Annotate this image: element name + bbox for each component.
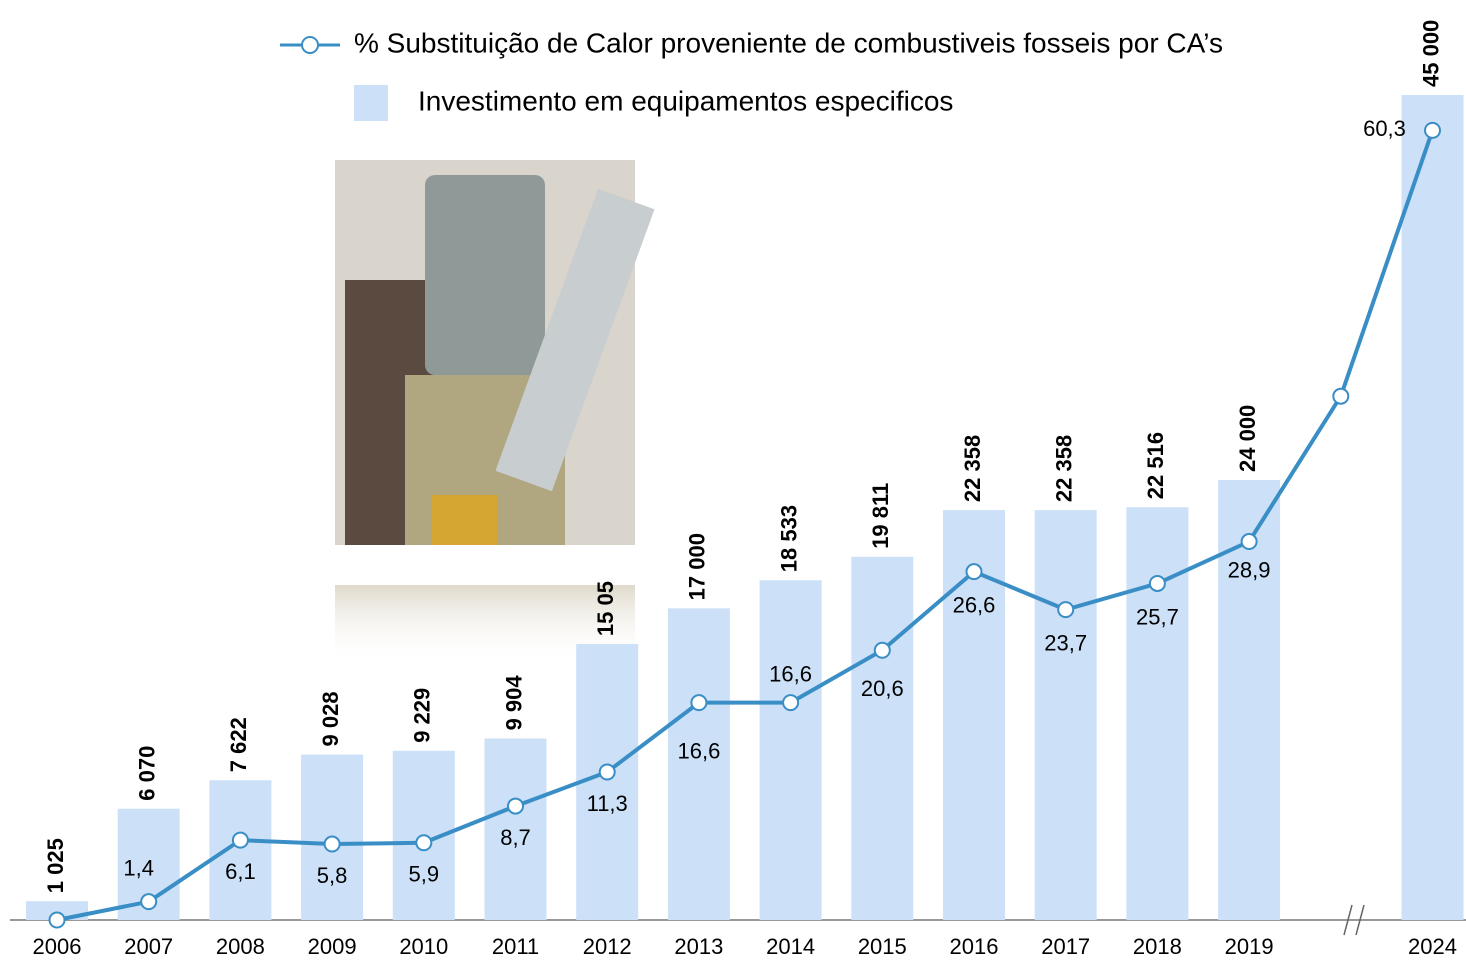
bar-value-label: 1 025 bbox=[43, 838, 68, 893]
x-tick-label: 2010 bbox=[399, 934, 448, 959]
line-point bbox=[1058, 602, 1073, 617]
chart: % Substituição de Calor proveniente de c… bbox=[0, 0, 1466, 966]
line-value-label: 5,9 bbox=[409, 862, 440, 887]
x-tick-label: 2011 bbox=[492, 934, 539, 959]
bar-value-label: 7 622 bbox=[226, 717, 251, 772]
bar-value-label: 6 070 bbox=[135, 746, 160, 801]
line-point bbox=[233, 833, 248, 848]
x-tick-label: 2017 bbox=[1041, 934, 1090, 959]
x-tick-label: 2013 bbox=[674, 934, 723, 959]
bar bbox=[851, 557, 913, 920]
bar-value-label: 45 000 bbox=[1418, 20, 1443, 87]
line-point bbox=[141, 894, 156, 909]
bar-value-label: 22 516 bbox=[1143, 432, 1168, 499]
bar-value-label: 9 028 bbox=[318, 691, 343, 746]
line-point bbox=[416, 835, 431, 850]
line-point bbox=[508, 799, 523, 814]
bar bbox=[1126, 507, 1188, 920]
line-point bbox=[1242, 534, 1257, 549]
x-tick-label: 2007 bbox=[124, 934, 173, 959]
bar bbox=[1035, 510, 1097, 920]
x-tick-label: 2008 bbox=[216, 934, 265, 959]
bar bbox=[668, 608, 730, 920]
line-value-label: 16,6 bbox=[769, 661, 812, 686]
legend: % Substituição de Calor proveniente de c… bbox=[280, 27, 1223, 121]
bar-value-label: 17 000 bbox=[685, 533, 710, 600]
line-value-label: 25,7 bbox=[1136, 604, 1179, 629]
line-value-label: 23,7 bbox=[1044, 630, 1087, 655]
x-tick-label: 2018 bbox=[1133, 934, 1182, 959]
bar-value-label: 22 358 bbox=[1052, 435, 1077, 502]
x-tick-label: 2006 bbox=[33, 934, 82, 959]
line-value-label: 26,6 bbox=[953, 592, 996, 617]
bar-value-label: 22 358 bbox=[960, 435, 985, 502]
line-point bbox=[783, 695, 798, 710]
line-value-label: 1,4 bbox=[123, 855, 154, 880]
line-point bbox=[1425, 123, 1440, 138]
line-value-label: 5,8 bbox=[317, 863, 348, 888]
bar-value-label: 9 229 bbox=[410, 688, 435, 743]
bar-value-label: 9 904 bbox=[501, 675, 526, 731]
line-value-label: 60,3 bbox=[1363, 116, 1406, 141]
x-tick-label: 2012 bbox=[583, 934, 632, 959]
bar-value-label: 24 000 bbox=[1235, 405, 1260, 472]
line-value-label: 16,6 bbox=[677, 738, 720, 763]
x-tick-label: 2016 bbox=[950, 934, 999, 959]
bar bbox=[760, 580, 822, 920]
x-tick-label: 2019 bbox=[1225, 934, 1274, 959]
x-tick-label: 2024 bbox=[1408, 934, 1457, 959]
legend-marker bbox=[302, 37, 318, 53]
line-point bbox=[1333, 389, 1348, 404]
line-point bbox=[600, 765, 615, 780]
line-point bbox=[325, 837, 340, 852]
bar bbox=[1402, 95, 1464, 920]
line-value-label: 6,1 bbox=[225, 859, 256, 884]
line-value-label: 8,7 bbox=[500, 825, 531, 850]
line-point bbox=[1150, 576, 1165, 591]
line-value-label: 20,6 bbox=[861, 676, 904, 701]
line-point bbox=[875, 643, 890, 658]
legend-label: Investimento em equipamentos especificos bbox=[418, 85, 953, 116]
legend-swatch bbox=[354, 85, 388, 121]
x-tick-label: 2009 bbox=[308, 934, 357, 959]
bar-value-label: 19 811 bbox=[868, 483, 893, 549]
x-tick-label: 2014 bbox=[766, 934, 815, 959]
line-value-label: 11,3 bbox=[587, 791, 628, 816]
line-point bbox=[691, 695, 706, 710]
x-tick-label: 2015 bbox=[858, 934, 907, 959]
line-point bbox=[50, 913, 65, 928]
bar-value-label: 18 533 bbox=[776, 505, 801, 572]
legend-label: % Substituição de Calor proveniente de c… bbox=[354, 27, 1223, 58]
bar-value-label: 15 05 bbox=[593, 581, 618, 636]
line-point bbox=[967, 564, 982, 579]
bar bbox=[209, 780, 271, 920]
line-value-label: 28,9 bbox=[1228, 557, 1271, 582]
